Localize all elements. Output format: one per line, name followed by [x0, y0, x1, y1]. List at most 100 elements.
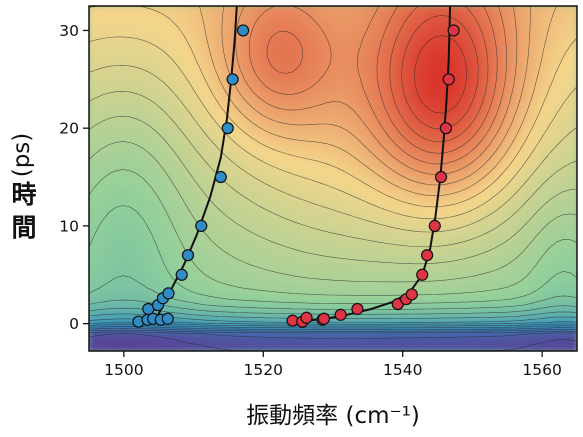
heatmap-cell — [142, 281, 151, 289]
heatmap-cell — [102, 143, 110, 151]
heatmap-cell — [393, 235, 402, 243]
heatmap-cell — [379, 57, 388, 64]
heatmap-cell — [129, 321, 137, 329]
heatmap-cell — [244, 166, 253, 174]
heatmap-cell — [569, 155, 577, 162]
heatmap-cell — [318, 270, 327, 277]
heatmap-cell — [474, 6, 483, 13]
heatmap-cell — [447, 40, 456, 47]
heatmap-cell — [169, 310, 178, 317]
heatmap-cell — [95, 224, 104, 231]
heatmap-cell — [332, 91, 341, 99]
heatmap-cell — [468, 22, 476, 30]
heatmap-cell — [237, 160, 246, 168]
heatmap-cell — [468, 166, 476, 174]
heatmap-cell — [352, 275, 361, 283]
heatmap-cell — [393, 86, 402, 93]
heatmap-cell — [142, 74, 151, 82]
heatmap-cell — [454, 252, 463, 260]
heatmap-cell — [366, 310, 375, 317]
heatmap-cell — [89, 201, 97, 208]
heatmap-cell — [257, 114, 266, 122]
heatmap-cell — [501, 172, 510, 179]
heatmap-cell — [339, 229, 348, 237]
heatmap-cell — [285, 143, 293, 151]
heatmap-cell — [346, 126, 354, 133]
heatmap-cell — [332, 201, 341, 208]
heatmap-cell — [522, 103, 531, 110]
data-point-1-15 — [226, 73, 239, 86]
heatmap-cell — [102, 22, 110, 30]
heatmap-cell — [142, 287, 151, 294]
data-point-1-16 — [236, 24, 250, 37]
heatmap-cell — [285, 201, 293, 208]
heatmap-cell — [454, 316, 463, 323]
heatmap-cell — [298, 247, 307, 254]
heatmap-cell — [468, 178, 476, 185]
heatmap-cell — [135, 126, 144, 133]
heatmap-cell — [332, 28, 341, 36]
heatmap-cell — [196, 201, 205, 208]
heatmap-cell — [508, 126, 517, 133]
heatmap-cell — [562, 17, 571, 24]
heatmap-cell — [176, 40, 185, 47]
heatmap-cell — [366, 57, 375, 64]
heatmap-cell — [122, 218, 131, 225]
heatmap-cell — [257, 218, 266, 225]
heatmap-cell — [359, 166, 368, 174]
heatmap-cell — [135, 310, 144, 317]
heatmap-cell — [108, 201, 117, 208]
heatmap-cell — [176, 160, 185, 168]
heatmap-cell — [515, 91, 524, 99]
heatmap-cell — [495, 241, 503, 248]
heatmap-cell — [129, 229, 137, 237]
heatmap-cell — [373, 40, 381, 47]
heatmap-cell — [373, 11, 381, 18]
heatmap-cell — [386, 166, 395, 174]
heatmap-cell — [488, 252, 497, 260]
heatmap-cell — [102, 178, 110, 185]
heatmap-cell — [332, 97, 341, 105]
heatmap-cell — [522, 264, 531, 271]
heatmap-cell — [508, 206, 517, 214]
heatmap-cell — [95, 339, 104, 346]
heatmap-cell — [129, 201, 137, 208]
heatmap-cell — [291, 172, 300, 179]
heatmap-cell — [359, 97, 368, 105]
heatmap-cell — [562, 275, 571, 283]
heatmap-cell — [393, 63, 402, 70]
heatmap-cell — [210, 310, 219, 317]
heatmap-cell — [481, 91, 490, 99]
heatmap-cell — [434, 103, 442, 110]
heatmap-cell — [142, 224, 151, 231]
heatmap-cell — [413, 275, 422, 283]
heatmap-cell — [271, 40, 280, 47]
heatmap-cell — [325, 304, 334, 312]
heatmap-cell — [122, 195, 131, 202]
heatmap-cell — [407, 241, 415, 248]
heatmap-cell — [122, 241, 131, 248]
heatmap-cell — [244, 275, 253, 283]
heatmap-cell — [176, 229, 185, 237]
heatmap-cell — [251, 109, 259, 116]
heatmap-cell — [379, 149, 388, 156]
heatmap-cell — [318, 235, 327, 243]
heatmap-cell — [183, 229, 192, 237]
heatmap-cell — [393, 6, 402, 13]
heatmap-cell — [359, 109, 368, 116]
heatmap-cell — [474, 91, 483, 99]
heatmap-cell — [176, 258, 185, 266]
heatmap-cell — [318, 63, 327, 70]
heatmap-cell — [366, 275, 375, 283]
heatmap-cell — [508, 45, 517, 53]
heatmap-cell — [407, 63, 415, 70]
heatmap-cell — [224, 166, 232, 174]
heatmap-cell — [393, 224, 402, 231]
heatmap-cell — [393, 293, 402, 300]
heatmap-cell — [393, 339, 402, 346]
heatmap-cell — [298, 281, 307, 289]
heatmap-cell — [569, 6, 577, 13]
heatmap-cell — [556, 103, 564, 110]
heatmap-cell — [325, 97, 334, 105]
heatmap-cell — [542, 68, 551, 76]
